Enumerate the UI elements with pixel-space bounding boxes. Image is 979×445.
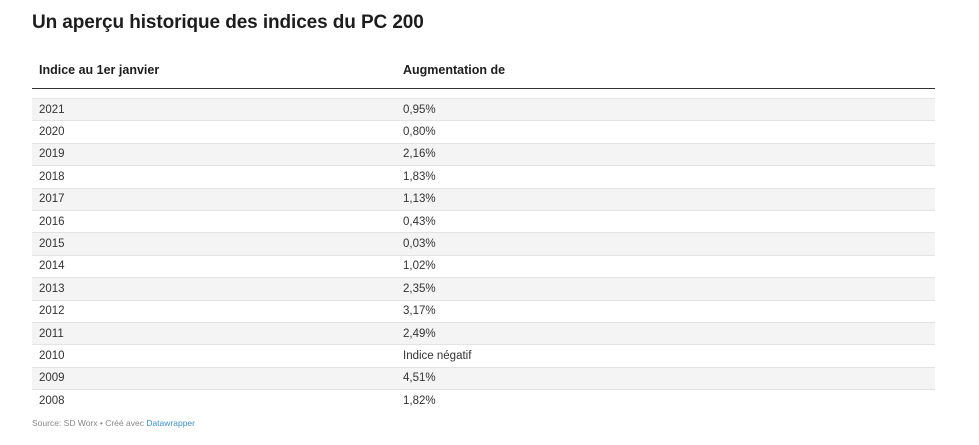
table-row: 2021 0,95% (32, 98, 935, 122)
cell-increase: Indice négatif (396, 344, 935, 368)
datawrapper-link[interactable]: Datawrapper (146, 418, 195, 428)
cell-increase: 2,35% (396, 277, 935, 301)
table-row: 2008 1,82% (32, 390, 935, 412)
cell-year: 2017 (32, 188, 396, 211)
cell-year: 2013 (32, 277, 396, 301)
cell-year: 2020 (32, 120, 396, 144)
cell-year: 2008 (39, 394, 65, 407)
cell-year: 2011 (32, 322, 396, 346)
table-header-row: Indice au 1er janvier Augmentation de (32, 52, 935, 89)
table-row: 2019 2,16% (32, 143, 935, 167)
page-title: Un aperçu historique des indices du PC 2… (32, 12, 424, 33)
cell-increase: 1,82% (403, 394, 436, 407)
table-row: 2020 0,80% (32, 120, 935, 144)
cell-increase: 2,16% (396, 143, 935, 167)
source-text: Source: SD Worx • Créé avec (32, 418, 147, 428)
cell-increase: 0,80% (396, 120, 935, 144)
table-spacer-row (32, 88, 935, 99)
cell-increase: 4,51% (396, 367, 935, 391)
cell-increase: 1,13% (396, 188, 935, 211)
cell-year: 2010 (32, 344, 396, 368)
table-row: 2011 2,49% (32, 322, 935, 346)
cell-year: 2019 (32, 143, 396, 167)
table-row: 2016 0,43% (32, 210, 935, 234)
table-row: 2010 Indice négatif (32, 344, 935, 368)
table-container: Un aperçu historique des indices du PC 2… (32, 10, 935, 411)
table-row: 2009 4,51% (32, 367, 935, 391)
cell-increase: 3,17% (396, 300, 935, 323)
table-row: 2018 1,83% (32, 165, 935, 189)
cell-increase: 1,02% (396, 255, 935, 279)
cell-increase: 2,49% (396, 322, 935, 346)
cell-increase: 0,03% (396, 232, 935, 256)
table-body: 2021 0,95% 2020 0,80% 2019 2,16% 2018 1,83% 2017… (32, 88, 935, 412)
column-header-increase: Augmentation de (396, 52, 935, 89)
table-row: 2017 1,13% (32, 188, 935, 211)
footer-source: Source: SD Worx • Créé avec Datawrapper (32, 418, 195, 428)
table-row: 2014 1,02% (32, 255, 935, 279)
cell-year: 2016 (32, 210, 396, 234)
cell-increase: 1,83% (396, 165, 935, 189)
table-row: 2013 2,35% (32, 277, 935, 301)
table-row: 2015 0,03% (32, 232, 935, 256)
cell-year: 2009 (32, 367, 396, 391)
column-header-year: Indice au 1er janvier (32, 52, 396, 89)
cell-increase: 0,43% (396, 210, 935, 234)
cell-year: 2021 (32, 98, 396, 122)
cell-year: 2014 (32, 255, 396, 279)
cell-increase: 0,95% (396, 98, 935, 122)
cell-year: 2018 (32, 165, 396, 189)
cell-year: 2012 (32, 300, 396, 323)
cell-year: 2015 (32, 232, 396, 256)
table-row: 2012 3,17% (32, 300, 935, 323)
data-table: Indice au 1er janvier Augmentation de 20… (32, 52, 935, 411)
